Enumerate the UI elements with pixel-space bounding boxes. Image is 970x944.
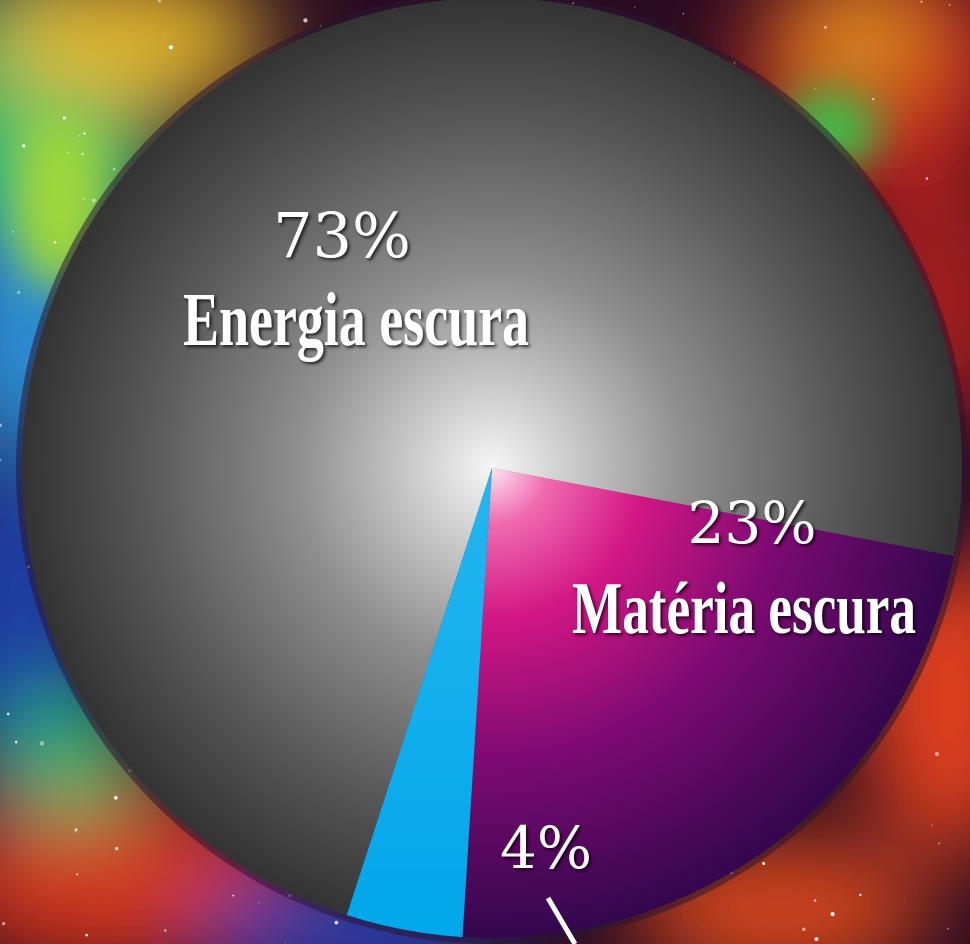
star <box>113 795 118 800</box>
star <box>21 144 26 148</box>
star <box>53 241 57 244</box>
star <box>81 152 84 156</box>
star <box>934 751 940 757</box>
star <box>163 929 167 932</box>
star <box>303 18 308 23</box>
star <box>682 12 685 15</box>
star <box>814 87 817 90</box>
star <box>938 842 941 845</box>
star <box>67 151 70 154</box>
slice-energy-percent: 73% <box>273 199 411 272</box>
star <box>162 34 165 37</box>
star <box>871 97 875 101</box>
star <box>232 894 235 897</box>
slice-ordinary-percent: 4% <box>500 814 592 882</box>
star <box>83 132 86 135</box>
star <box>6 712 10 716</box>
star <box>82 197 85 200</box>
star <box>824 25 827 29</box>
star <box>0 458 2 462</box>
star <box>12 230 14 233</box>
slice-matter-label: Matéria escura <box>572 568 916 650</box>
star <box>801 927 806 932</box>
star <box>830 912 835 917</box>
star <box>74 828 78 832</box>
star <box>39 741 45 746</box>
star <box>258 902 260 904</box>
star <box>0 423 2 428</box>
slice-matter-percent: 23% <box>688 489 817 557</box>
star <box>1 922 6 926</box>
star <box>859 893 862 897</box>
slice-ordinary <box>346 468 492 938</box>
star <box>115 846 119 851</box>
star <box>813 899 817 902</box>
star <box>762 862 766 865</box>
star <box>62 116 67 120</box>
star <box>17 290 21 294</box>
star <box>948 4 951 6</box>
star <box>85 933 89 937</box>
star <box>14 740 18 744</box>
star <box>925 177 929 180</box>
slice-energy-label: Energia escura <box>183 278 529 362</box>
slice-energy <box>22 0 963 915</box>
star <box>168 45 173 50</box>
ordinary-leader-line <box>545 896 578 944</box>
star <box>112 167 116 171</box>
slice-matter <box>462 468 954 938</box>
star <box>91 198 96 203</box>
star <box>634 6 636 8</box>
star <box>814 937 819 942</box>
star <box>76 873 79 876</box>
star <box>334 920 339 925</box>
star <box>78 134 81 137</box>
star <box>946 927 949 930</box>
star <box>284 942 287 944</box>
star <box>931 824 933 827</box>
star <box>158 0 162 3</box>
star <box>74 830 76 833</box>
star <box>920 0 923 3</box>
